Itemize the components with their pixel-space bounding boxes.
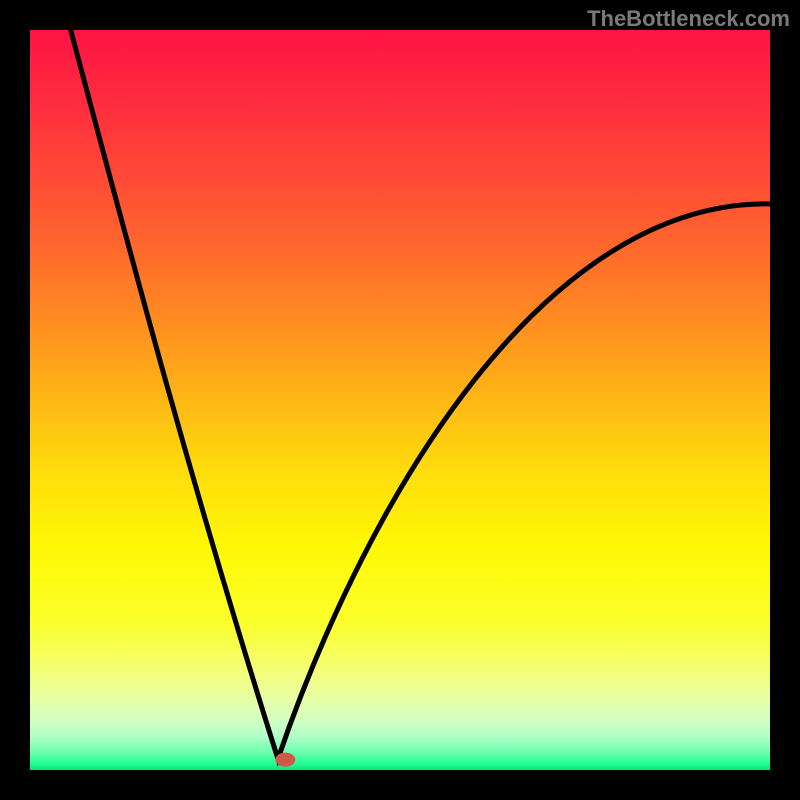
- plot-area: [30, 30, 770, 770]
- minimum-marker: [275, 753, 295, 767]
- watermark-text: TheBottleneck.com: [587, 6, 790, 32]
- gradient-background: [30, 30, 770, 770]
- chart-container: TheBottleneck.com: [0, 0, 800, 800]
- curve-svg: [30, 30, 770, 770]
